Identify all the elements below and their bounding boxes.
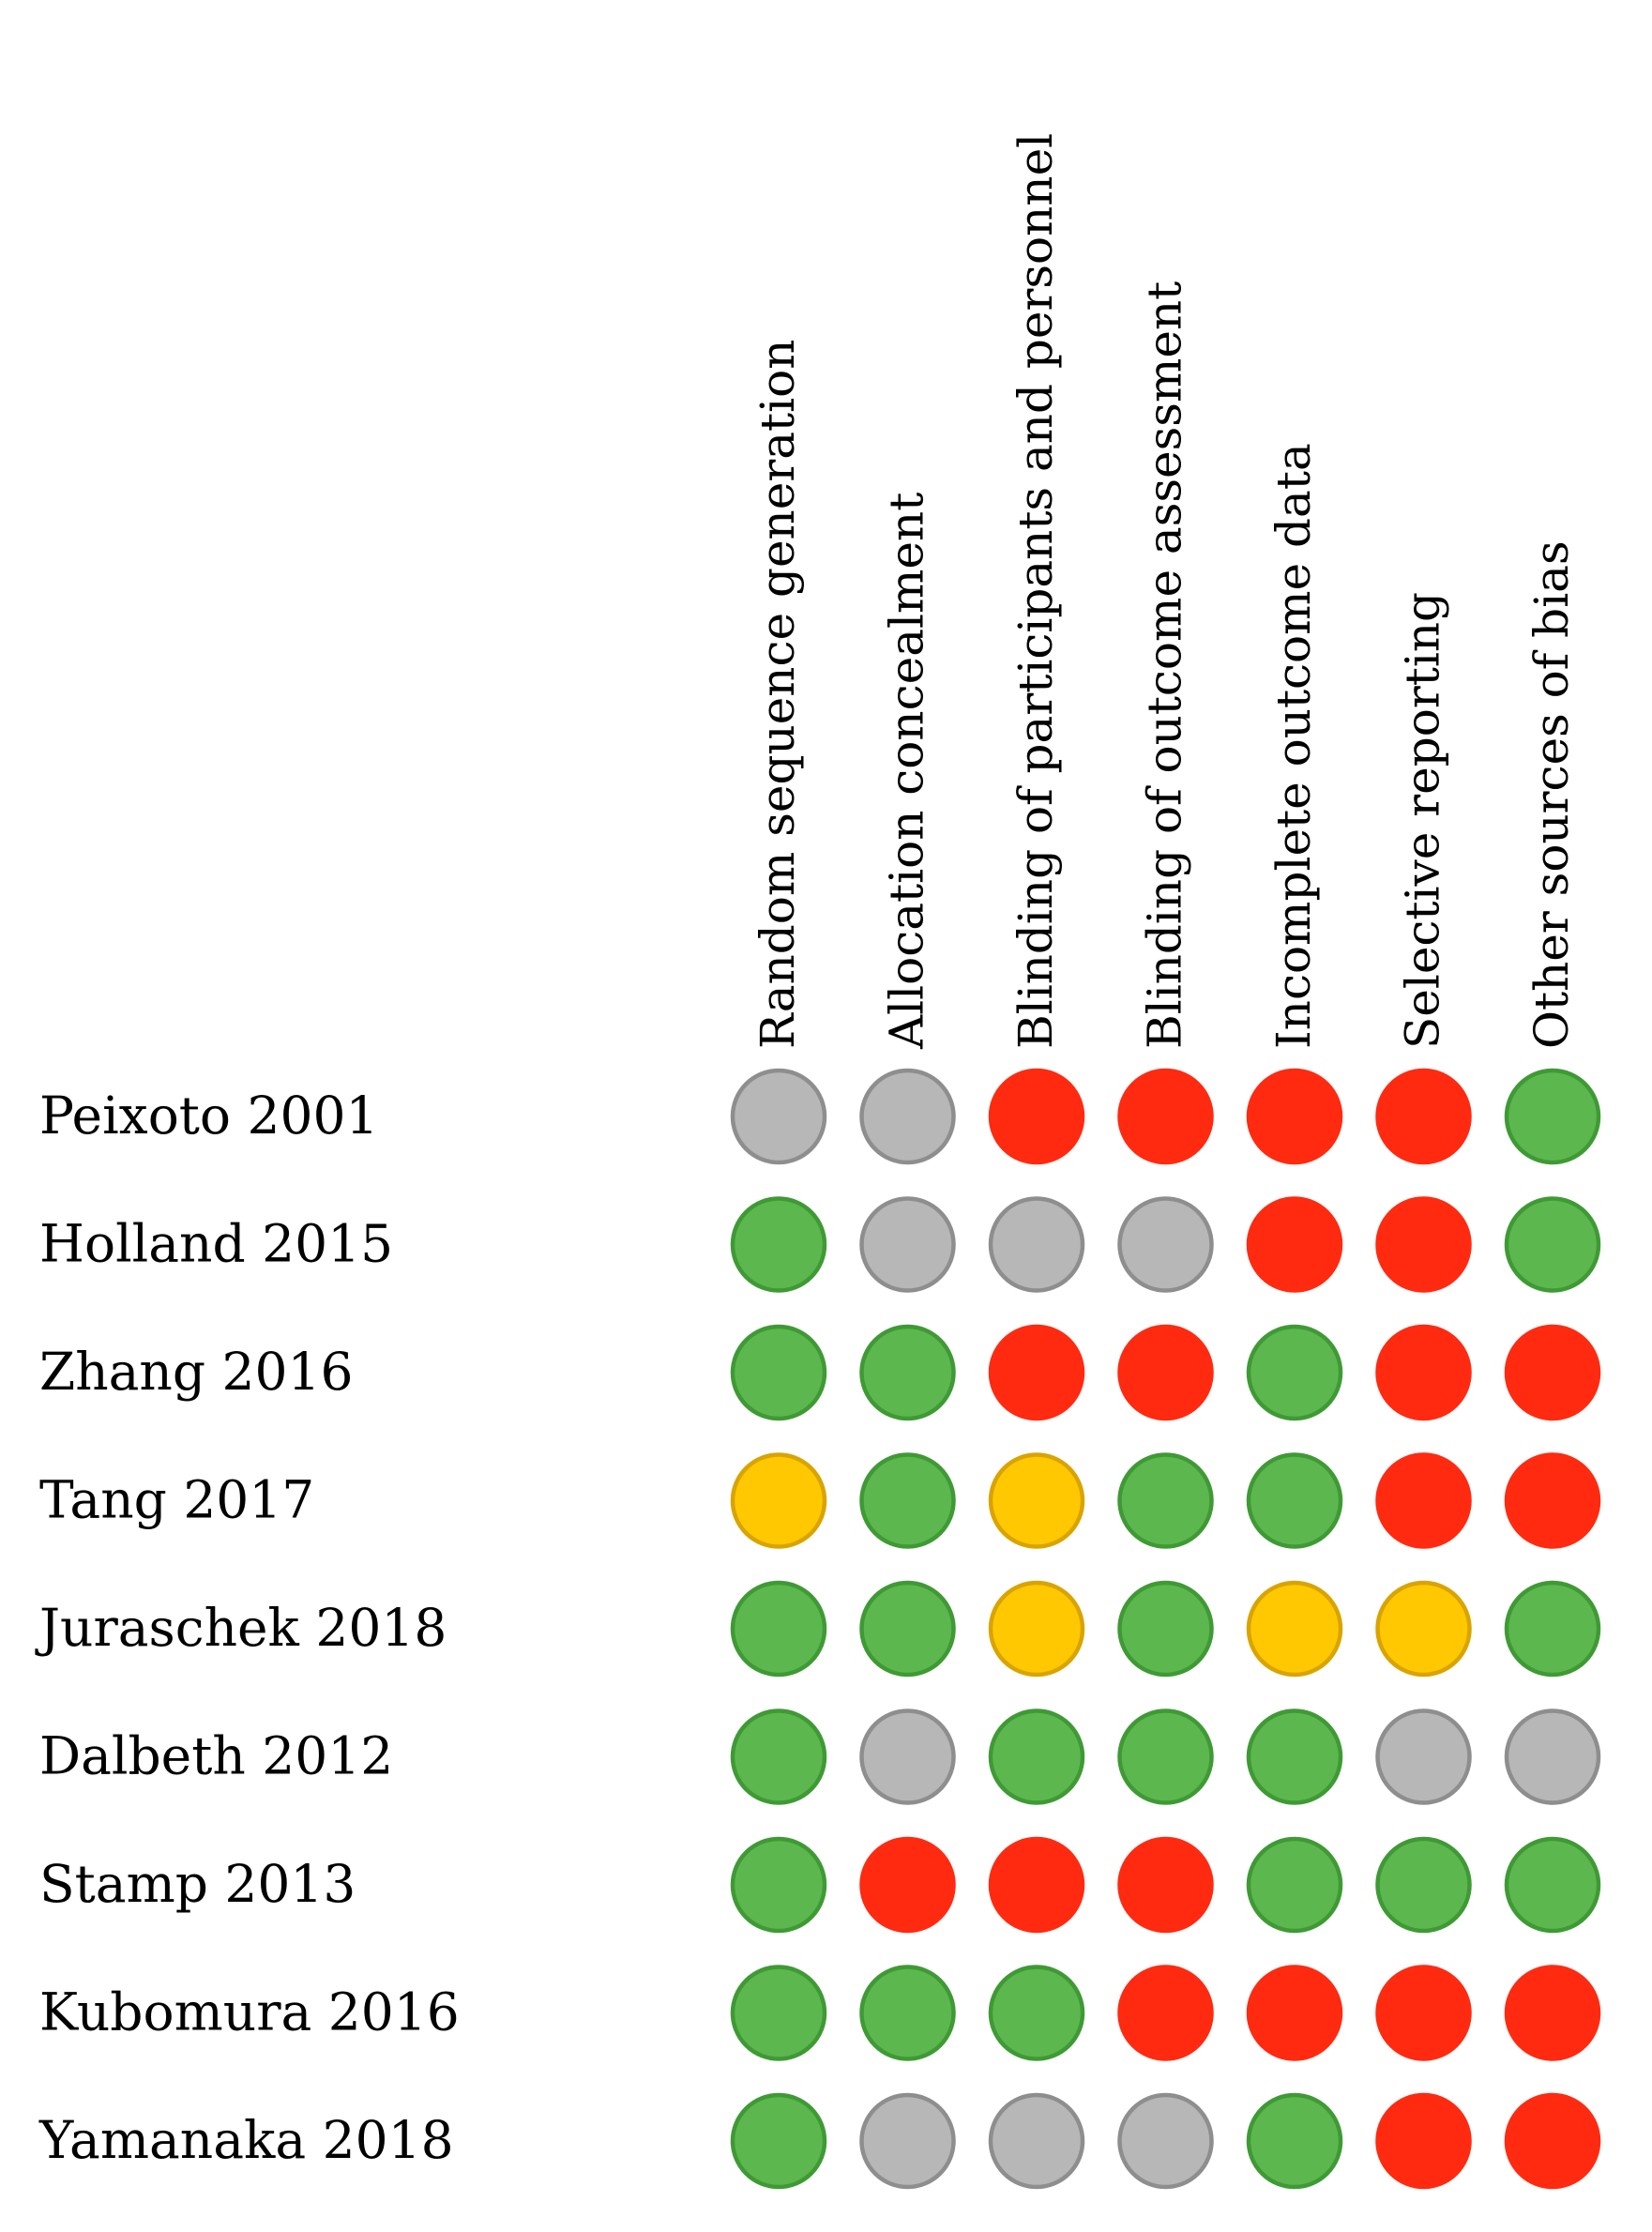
rating-circle-unclear [730,1068,827,1165]
rating-circle-high [1246,1068,1343,1165]
rating-circle-some [730,1452,827,1549]
rating-circle-some [988,1580,1085,1678]
rating-circle-low [859,1580,956,1678]
rating-circle-low [1504,1196,1601,1293]
study-label: Tang 2017 [39,1470,314,1530]
rating-circle-low [730,1965,827,2061]
rating-circle-low [730,1196,827,1293]
rating-circle-low [730,1836,827,1934]
rating-circle-low [1375,1836,1472,1934]
rating-circle-high [1375,1196,1472,1293]
column-header-incomplete-outcome-data: Incomplete outcome data [1266,443,1321,1049]
rating-circle-high [1246,1965,1343,2061]
column-header-random-sequence-generation: Random sequence generation [750,340,805,1049]
rating-circle-high [1117,1965,1214,2061]
rating-circle-low [730,1580,827,1678]
rating-circle-unclear [859,1708,956,1805]
rating-circle-some [988,1452,1085,1549]
rating-circle-low [1117,1580,1214,1678]
rating-circle-high [1504,1324,1601,1421]
rating-circle-high [1117,1068,1214,1165]
rating-circle-high [1375,1324,1472,1421]
study-label: Juraschek 2018 [35,1598,447,1658]
column-header-blinding-of-participants-and-personnel: Blinding of participants and personnel [1008,133,1063,1049]
rating-circle-high [1117,1836,1214,1934]
rating-circle-low [1246,1452,1343,1549]
rating-circle-high [1375,1452,1472,1549]
rating-circle-unclear [988,2092,1085,2190]
rating-cells [730,1068,1601,2190]
rating-circle-unclear [1117,2092,1214,2190]
column-headers: Random sequence generation Allocation con… [750,133,1579,1050]
study-label: Holland 2015 [39,1214,393,1274]
rating-circle-unclear [859,1068,956,1165]
row-labels: Peixoto 2001 Holland 2015 Zhang 2016 Tang 2… [35,1086,460,2170]
rating-circle-low [1246,1836,1343,1934]
rating-circle-high [1375,2092,1472,2190]
column-header-selective-reporting: Selective reporting [1396,592,1450,1049]
rating-circle-low [730,1708,827,1805]
rating-circle-low [1117,1708,1214,1805]
study-label: Yamanaka 2018 [38,2110,454,2170]
rating-circle-high [1375,1965,1472,2061]
rating-circle-high [1246,1196,1343,1293]
rating-circle-low [988,1708,1085,1805]
rating-circle-unclear [859,1196,956,1293]
rating-circle-high [988,1836,1085,1934]
study-label: Kubomura 2016 [39,1982,460,2042]
rating-circle-high [1504,1452,1601,1549]
rating-circle-unclear [1117,1196,1214,1293]
study-label: Zhang 2016 [39,1342,354,1402]
rating-circle-low [1504,1068,1601,1165]
rating-circle-low [1246,1324,1343,1421]
study-label: Stamp 2013 [39,1854,356,1914]
rating-circle-low [988,1965,1085,2061]
rating-circle-unclear [1375,1708,1472,1805]
rating-circle-high [988,1068,1085,1165]
rating-circle-low [859,1452,956,1549]
rating-circle-high [1504,1965,1601,2061]
rating-circle-high [988,1324,1085,1421]
study-label: Peixoto 2001 [39,1086,378,1146]
rating-circle-low [1504,1836,1601,1934]
rating-circle-unclear [859,2092,956,2190]
rating-circle-low [730,2092,827,2190]
rating-circle-high [1375,1068,1472,1165]
column-header-blinding-of-outcome-assessment: Blinding of outcome assessment [1138,281,1192,1049]
rating-circle-high [1504,2092,1601,2190]
study-label: Dalbeth 2012 [39,1726,393,1786]
rating-circle-some [1246,1580,1343,1678]
rating-circle-low [730,1324,827,1421]
rating-circle-unclear [988,1196,1085,1293]
rating-circle-high [1117,1324,1214,1421]
rating-circle-low [1117,1452,1214,1549]
rating-circle-high [859,1836,956,1934]
rating-circle-unclear [1504,1708,1601,1805]
rating-circle-low [1504,1580,1601,1678]
rating-circle-some [1375,1580,1472,1678]
rating-circle-low [859,1324,956,1421]
rating-circle-low [859,1965,956,2061]
column-header-allocation-concealment: Allocation concealment [880,493,934,1050]
rating-circle-low [1246,2092,1343,2190]
rating-circle-low [1246,1708,1343,1805]
column-header-other-sources-of-bias: Other sources of bias [1524,540,1579,1049]
